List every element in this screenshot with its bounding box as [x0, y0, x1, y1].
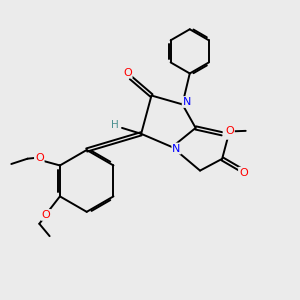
Text: O: O	[35, 152, 44, 163]
Text: O: O	[239, 168, 248, 178]
Text: S: S	[224, 129, 231, 139]
Text: H: H	[111, 120, 119, 130]
Text: O: O	[225, 126, 234, 136]
Text: N: N	[172, 143, 181, 154]
Text: N: N	[183, 97, 191, 107]
Text: O: O	[123, 68, 132, 78]
Text: O: O	[42, 210, 50, 220]
